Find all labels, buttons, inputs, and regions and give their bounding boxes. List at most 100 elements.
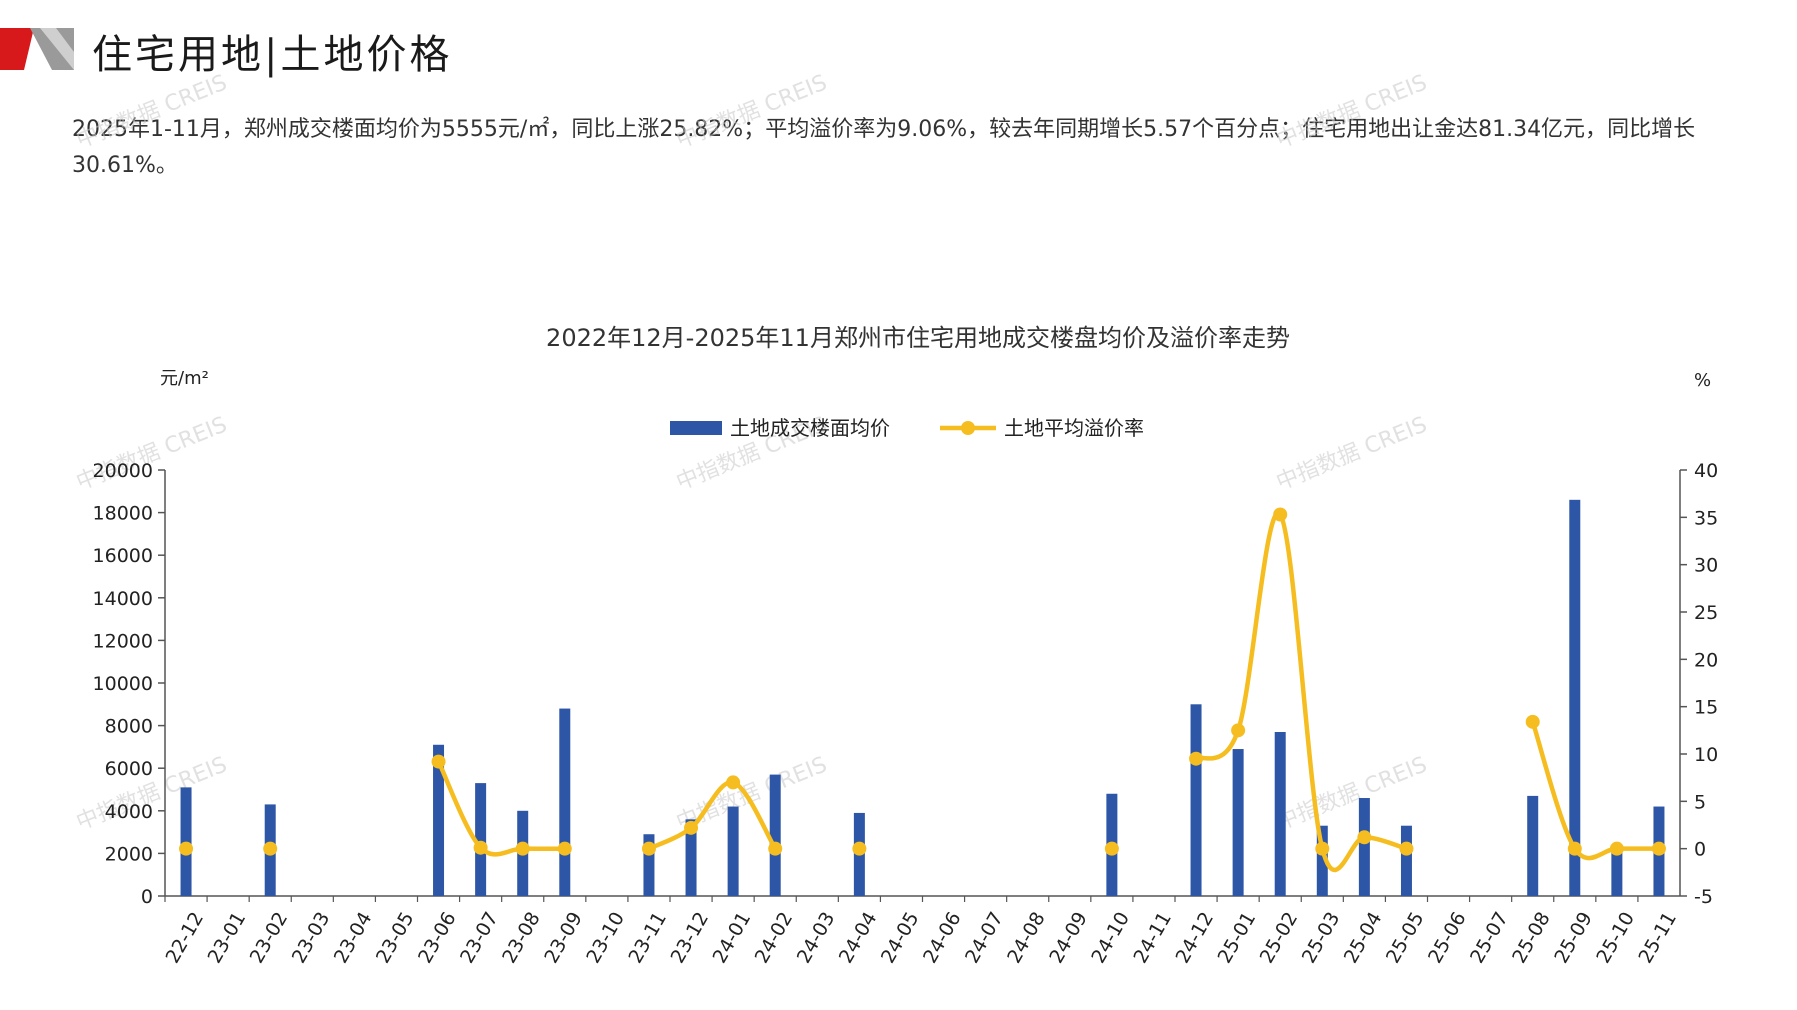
- x-tick-label: 23-07: [456, 908, 503, 967]
- x-tick-label: 24-05: [877, 908, 924, 967]
- x-tick-label: 24-12: [1171, 908, 1218, 967]
- bar-23-07: [475, 783, 487, 896]
- premium-point-25-05: [1399, 841, 1414, 856]
- chart-title: 2022年12月-2025年11月郑州市住宅用地成交楼盘均价及溢价率走势: [546, 324, 1290, 352]
- right-tick-label: 40: [1694, 460, 1718, 482]
- watermark-text: 中指数据 CREIS: [1273, 412, 1431, 495]
- right-tick-label: 10: [1694, 744, 1718, 766]
- bar-25-09: [1569, 499, 1581, 896]
- x-tick-label: 23-08: [498, 908, 545, 967]
- x-tick-label: 23-06: [414, 908, 461, 967]
- left-tick-label: 8000: [105, 716, 153, 738]
- premium-point-25-11: [1651, 841, 1666, 856]
- premium-point-25-01: [1231, 723, 1246, 738]
- premium-line-segment: [1530, 719, 1662, 861]
- bar-24-02: [769, 774, 781, 896]
- x-tick-label: 23-02: [246, 908, 293, 967]
- premium-point-24-01: [726, 775, 741, 790]
- left-tick-label: 16000: [93, 545, 153, 567]
- x-tick-label: 23-01: [204, 908, 251, 967]
- x-tick-label: 23-05: [372, 908, 419, 967]
- right-tick-label: 20: [1694, 649, 1718, 671]
- premium-point-23-08: [515, 841, 530, 856]
- right-tick-label: 0: [1694, 839, 1706, 861]
- bar-23-06: [433, 744, 445, 896]
- bar-23-09: [559, 708, 571, 896]
- left-tick-label: 6000: [105, 758, 153, 780]
- bar-24-12: [1190, 704, 1202, 896]
- watermark-text: 中指数据 CREIS: [1273, 70, 1431, 153]
- watermark-text: 中指数据 CREIS: [1273, 752, 1431, 835]
- premium-point-25-03: [1315, 841, 1330, 856]
- x-tick-label: 25-11: [1634, 908, 1681, 967]
- bar-25-03: [1316, 825, 1328, 896]
- premium-point-23-12: [684, 820, 699, 835]
- left-tick-label: 20000: [93, 460, 153, 482]
- premium-line-segment: [436, 759, 568, 857]
- bar-23-12: [685, 819, 697, 896]
- left-tick-label: 2000: [105, 843, 153, 865]
- summary-text: 2025年1-11月，郑州成交楼面均价为5555元/㎡，同比上涨25.82%；平…: [72, 117, 1696, 178]
- bar-series: [180, 499, 1665, 896]
- x-tick-label: 24-01: [709, 908, 756, 967]
- x-tick-label: 25-03: [1298, 908, 1345, 967]
- premium-point-23-02: [263, 841, 278, 856]
- premium-point-22-12: [179, 841, 194, 856]
- legend: 土地成交楼面均价 土地平均溢价率: [670, 416, 1144, 440]
- premium-point-24-04: [852, 841, 867, 856]
- legend-bar-swatch: [670, 421, 722, 435]
- left-tick-label: 0: [141, 886, 153, 908]
- premium-point-25-09: [1567, 841, 1582, 856]
- premium-point-24-02: [768, 841, 783, 856]
- bar-25-01: [1232, 749, 1244, 896]
- left-tick-label: 4000: [105, 801, 153, 823]
- x-tick-label: 25-02: [1256, 908, 1303, 967]
- bar-25-04: [1358, 798, 1370, 896]
- x-tick-label: 25-07: [1466, 908, 1513, 967]
- left-tick-label: 14000: [93, 588, 153, 610]
- watermark-text: 中指数据 CREIS: [73, 70, 231, 153]
- x-tick-label: 23-10: [582, 908, 629, 967]
- bar-25-05: [1400, 825, 1412, 896]
- premium-point-24-10: [1104, 841, 1119, 856]
- x-tick-label: 24-08: [1003, 908, 1050, 967]
- right-tick-label: -5: [1694, 886, 1713, 908]
- bar-24-01: [727, 806, 739, 896]
- premium-point-23-06: [431, 754, 446, 769]
- x-tick-label: 25-09: [1550, 908, 1597, 967]
- x-tick-label: 24-02: [751, 908, 798, 967]
- x-tick-label: 23-12: [666, 908, 713, 967]
- right-tick-label: 15: [1694, 697, 1718, 719]
- brand-logo-icon: [0, 28, 74, 70]
- x-tick-label: 25-04: [1340, 908, 1387, 967]
- x-tick-label: 25-10: [1592, 908, 1639, 967]
- right-tick-label: 30: [1694, 555, 1718, 577]
- premium-point-25-08: [1525, 714, 1540, 729]
- left-tick-label: 18000: [93, 503, 153, 525]
- left-axis-unit: 元/m²: [160, 368, 209, 389]
- watermark-text: 中指数据 CREIS: [673, 70, 831, 153]
- watermark-text: 中指数据 CREIS: [73, 412, 231, 495]
- premium-point-23-07: [473, 840, 488, 855]
- x-tick-label: 24-07: [961, 908, 1008, 967]
- legend-bar-label: 土地成交楼面均价: [730, 416, 890, 440]
- x-tick-label: 25-06: [1424, 908, 1471, 967]
- x-tick-label: 25-05: [1382, 908, 1429, 967]
- legend-line-marker: [961, 421, 975, 435]
- x-tick-label: 24-09: [1045, 908, 1092, 967]
- watermark-layer: 中指数据 CREIS 中指数据 CREIS 中指数据 CREIS 中指数据 CREIS…: [73, 70, 1431, 835]
- x-tick-label: 22-12: [161, 908, 208, 967]
- x-tick-label: 23-04: [330, 908, 377, 967]
- bar-25-02: [1274, 731, 1286, 896]
- x-tick-label: 24-11: [1129, 908, 1176, 967]
- right-axis-unit: %: [1694, 370, 1711, 391]
- x-tick-label: 24-10: [1087, 908, 1134, 967]
- page-title: 住宅用地|土地价格: [92, 32, 453, 78]
- x-tick-label: 23-03: [288, 908, 335, 967]
- line-series: [179, 507, 1666, 872]
- bar-23-11: [643, 834, 655, 896]
- left-tick-label: 12000: [93, 630, 153, 652]
- premium-line-segment: [646, 780, 778, 851]
- x-tick-label: 24-06: [919, 908, 966, 967]
